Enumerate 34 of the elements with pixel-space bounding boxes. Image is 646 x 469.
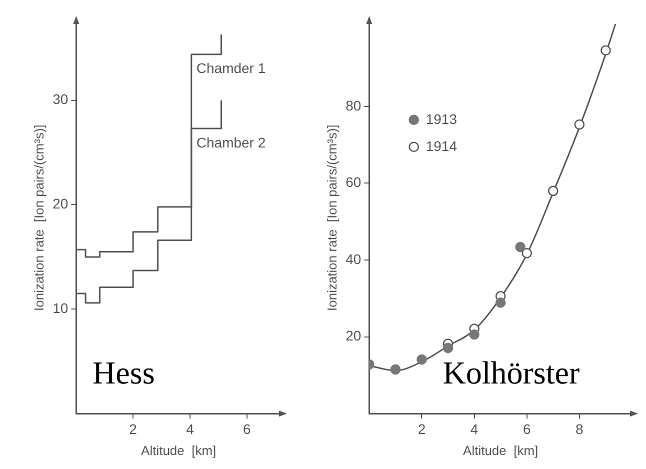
x-tick-label: 4 [470,420,478,437]
point [416,354,427,365]
series-label: Chamber 2 [196,134,266,150]
point [442,342,454,354]
point [515,242,526,252]
point [390,364,401,375]
y-axis-title: Ionization rate [Ion pairs/(cm³s)] [31,124,46,312]
legend-label: 1914 [426,138,458,154]
y-tick-label: 60 [346,174,362,190]
x-axis-title: Altitude [km] [463,442,538,458]
y-tick-label: 20 [52,196,68,212]
point [495,297,506,308]
x-axis-title: Altitude [km] [141,442,216,458]
y-tick-label: 20 [346,328,362,344]
point [522,248,532,258]
x-tick-label: 6 [522,420,531,437]
legend-label: 1913 [426,110,458,127]
x-tick-label: 4 [186,420,194,437]
y-tick-label: 10 [52,300,68,316]
point [600,45,611,56]
series-label: Chamder 1 [196,60,266,76]
point [469,329,480,340]
y-axis-title: Ionization rate [Ion pairs/(cm³s)] [324,124,340,312]
x-tick-label: 6 [242,420,251,437]
annotation: Kolhörster [442,354,580,391]
x-tick-label: 2 [418,420,426,437]
y-tick-label: 30 [52,91,68,108]
point [574,119,585,130]
x-tick-label: 8 [576,420,584,437]
x-tick-label: 2 [129,420,138,437]
y-tick-label: 80 [346,97,362,114]
y-tick-label: 40 [346,250,362,267]
point [548,186,558,196]
annotation: Hess [92,354,155,391]
